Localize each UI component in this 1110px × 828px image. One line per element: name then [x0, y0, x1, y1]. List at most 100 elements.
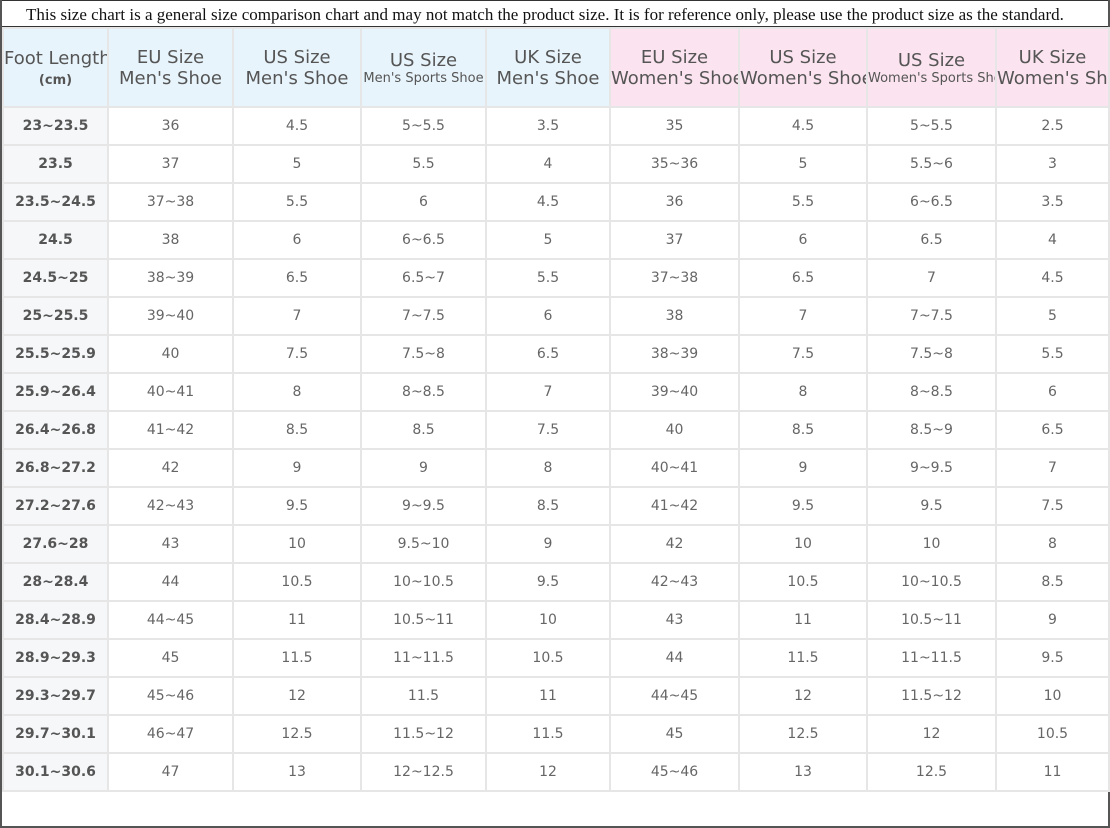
table-cell: 28.9~29.3	[2, 638, 109, 678]
table-cell: 6.5	[738, 258, 868, 298]
table-row: 27.2~27.6 42~43 9.5 9~9.5 8.5 41~42 9.5 9.5 7.5	[2, 486, 1110, 526]
table-cell: 11	[738, 600, 868, 640]
table-cell: 7.5	[485, 410, 611, 450]
table-cell: 8	[995, 524, 1110, 564]
table-cell: 6	[232, 220, 362, 260]
table-cell: 6	[485, 296, 611, 336]
table-cell: 9	[360, 448, 487, 488]
table-cell: 36	[609, 182, 740, 222]
table-cell: 7	[738, 296, 868, 336]
table-cell: 37~38	[107, 182, 234, 222]
table-cell: 38	[107, 220, 234, 260]
header-text: (cm)	[38, 72, 73, 88]
table-row: 29.7~30.1 46~47 12.5 11.5~12 11.5 45 12.5 12 10.…	[2, 714, 1110, 754]
table-cell: 27.2~27.6	[2, 486, 109, 526]
header-text: Men's Shoe	[245, 67, 349, 89]
table-cell: 7	[995, 448, 1110, 488]
header-text: Men's Sports Shoe	[363, 70, 484, 86]
table-cell: 6~6.5	[866, 182, 997, 222]
header-text: UK Size	[514, 46, 582, 68]
table-cell: 5~5.5	[360, 106, 487, 146]
table-cell: 23.5	[2, 144, 109, 184]
table-cell: 37	[609, 220, 740, 260]
table-cell: 12.5	[866, 752, 997, 792]
table-cell: 8.5~9	[866, 410, 997, 450]
header-cell: Foot Length (cm)	[2, 27, 109, 108]
table-row: 30.1~30.6 47 13 12~12.5 12 45~46 13 12.5 11	[2, 752, 1110, 792]
table-cell: 40	[609, 410, 740, 450]
header-text: Men's Shoe	[119, 67, 222, 89]
table-cell: 9.5~10	[360, 524, 487, 564]
header-cell: EU Size Men's Shoe	[107, 27, 234, 108]
table-cell: 42~43	[107, 486, 234, 526]
table-row: 24.5~25 38~39 6.5 6.5~7 5.5 37~38 6.5 7 4.5	[2, 258, 1110, 298]
table-cell: 10~10.5	[866, 562, 997, 602]
table-cell: 29.7~30.1	[2, 714, 109, 754]
table-row: 28~28.4 44 10.5 10~10.5 9.5 42~43 10.5 10~10.5 8…	[2, 562, 1110, 602]
size-table: Foot Length (cm) EU Size Men's Shoe US Size M…	[2, 27, 1110, 792]
table-cell: 4.5	[485, 182, 611, 222]
table-cell: 35	[609, 106, 740, 146]
table-cell: 11.5~12	[866, 676, 997, 716]
table-cell: 4.5	[995, 258, 1110, 298]
table-cell: 3	[995, 144, 1110, 184]
table-cell: 5	[995, 296, 1110, 336]
table-cell: 46~47	[107, 714, 234, 754]
table-cell: 12	[738, 676, 868, 716]
table-cell: 8~8.5	[866, 372, 997, 412]
table-cell: 11.5~12	[360, 714, 487, 754]
header-cell: UK Size Men's Shoe	[485, 27, 611, 108]
table-cell: 45~46	[107, 676, 234, 716]
table-cell: 11.5	[738, 638, 868, 678]
table-cell: 7	[485, 372, 611, 412]
table-cell: 7.5~8	[866, 334, 997, 374]
table-cell: 9	[232, 448, 362, 488]
table-cell: 6~6.5	[360, 220, 487, 260]
table-cell: 11	[995, 752, 1110, 792]
table-cell: 7	[232, 296, 362, 336]
table-cell: 28~28.4	[2, 562, 109, 602]
table-cell: 12	[232, 676, 362, 716]
table-cell: 7.5~8	[360, 334, 487, 374]
table-cell: 40~41	[609, 448, 740, 488]
table-cell: 37~38	[609, 258, 740, 298]
table-cell: 13	[738, 752, 868, 792]
table-cell: 45	[107, 638, 234, 678]
table-cell: 10.5~11	[360, 600, 487, 640]
table-row: 23~23.5 36 4.5 5~5.5 3.5 35 4.5 5~5.5 2.5	[2, 106, 1110, 146]
table-cell: 5~5.5	[866, 106, 997, 146]
table-cell: 26.4~26.8	[2, 410, 109, 450]
table-cell: 8.5	[360, 410, 487, 450]
header-text: Women's Shoe	[997, 67, 1108, 89]
table-cell: 10.5	[995, 714, 1110, 754]
table-cell: 9.5	[995, 638, 1110, 678]
table-cell: 9.5	[738, 486, 868, 526]
table-cell: 38~39	[107, 258, 234, 298]
table-cell: 4	[995, 220, 1110, 260]
header-text: UK Size	[1018, 46, 1087, 68]
table-cell: 9	[995, 600, 1110, 640]
table-cell: 9	[485, 524, 611, 564]
table-cell: 8	[738, 372, 868, 412]
table-cell: 5	[232, 144, 362, 184]
table-cell: 25.9~26.4	[2, 372, 109, 412]
header-text: EU Size	[640, 46, 709, 68]
table-cell: 24.5	[2, 220, 109, 260]
table-cell: 4	[485, 144, 611, 184]
table-cell: 23~23.5	[2, 106, 109, 146]
table-cell: 5.5	[995, 334, 1110, 374]
table-cell: 25.5~25.9	[2, 334, 109, 374]
table-cell: 9.5	[232, 486, 362, 526]
header-text: US Size	[263, 46, 331, 68]
table-cell: 11~11.5	[866, 638, 997, 678]
header-text: EU Size	[136, 46, 205, 68]
table-cell: 10	[485, 600, 611, 640]
table-cell: 10.5	[232, 562, 362, 602]
header-cell: EU Size Women's Shoe	[609, 27, 740, 108]
table-cell: 6.5	[232, 258, 362, 298]
table-cell: 12.5	[232, 714, 362, 754]
table-cell: 7~7.5	[866, 296, 997, 336]
table-cell: 13	[232, 752, 362, 792]
table-cell: 9.5	[485, 562, 611, 602]
table-cell: 5	[485, 220, 611, 260]
